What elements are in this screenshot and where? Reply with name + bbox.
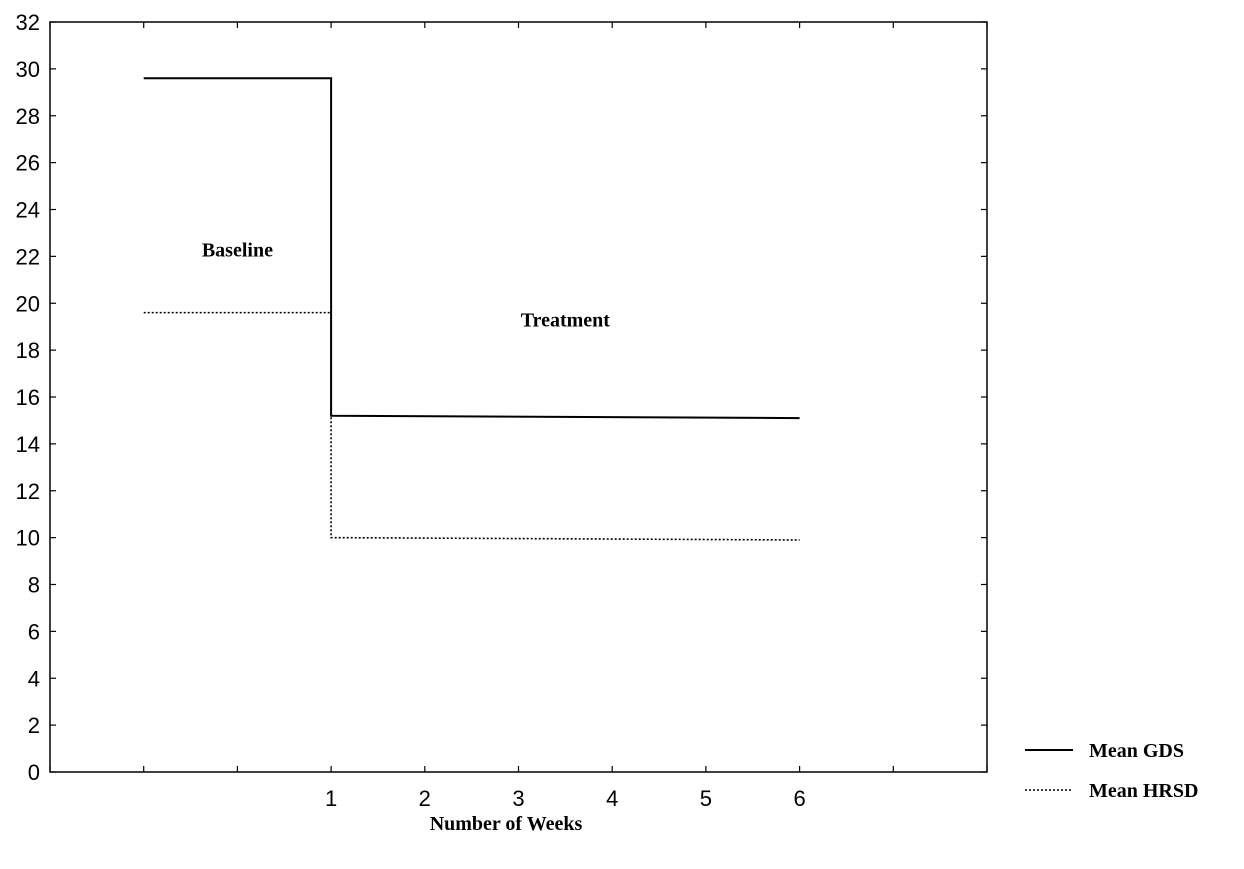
x-tick-label: 3	[512, 786, 524, 811]
x-tick-label: 1	[325, 786, 337, 811]
y-tick-label: 24	[16, 198, 40, 223]
y-tick-label: 18	[16, 338, 40, 363]
y-tick-label: 16	[16, 385, 40, 410]
plot-frame	[49, 21, 988, 773]
series-group	[143, 77, 800, 541]
y-tick-label: 8	[28, 573, 40, 598]
x-axis-ticks: 1 2 3 4 5 6	[49, 22, 988, 811]
annotations-group: Baseline Treatment	[202, 239, 610, 331]
y-tick-label: 10	[16, 526, 40, 551]
y-tick-label: 32	[16, 10, 40, 35]
y-tick-label: 26	[16, 151, 40, 176]
y-tick-label: 2	[28, 713, 40, 738]
legend-label-mean-hrsd: Mean HRSD	[1089, 780, 1198, 802]
y-tick-label: 28	[16, 104, 40, 129]
series-line-mean-hrsd	[143, 311, 800, 541]
x-tick-label: 4	[606, 786, 618, 811]
x-tick-label: 2	[419, 786, 431, 811]
x-tick-label: 6	[793, 786, 805, 811]
y-tick-label: 22	[16, 244, 40, 269]
x-axis-label: Number of Weeks	[430, 813, 583, 835]
y-tick-label: 0	[28, 760, 40, 785]
y-tick-label: 12	[16, 479, 40, 504]
annotation-treatment: Treatment	[521, 310, 611, 332]
y-tick-label: 20	[16, 291, 40, 316]
y-tick-label: 30	[16, 57, 40, 82]
x-tick-label: 5	[700, 786, 712, 811]
y-tick-label: 6	[28, 619, 40, 644]
annotation-baseline: Baseline	[202, 239, 273, 261]
legend-label-mean-gds: Mean GDS	[1089, 740, 1184, 762]
legend: Mean GDS Mean HRSD	[1025, 740, 1198, 802]
y-tick-label: 14	[16, 432, 40, 457]
y-tick-label: 4	[28, 666, 40, 691]
series-line-mean-gds	[143, 77, 800, 420]
